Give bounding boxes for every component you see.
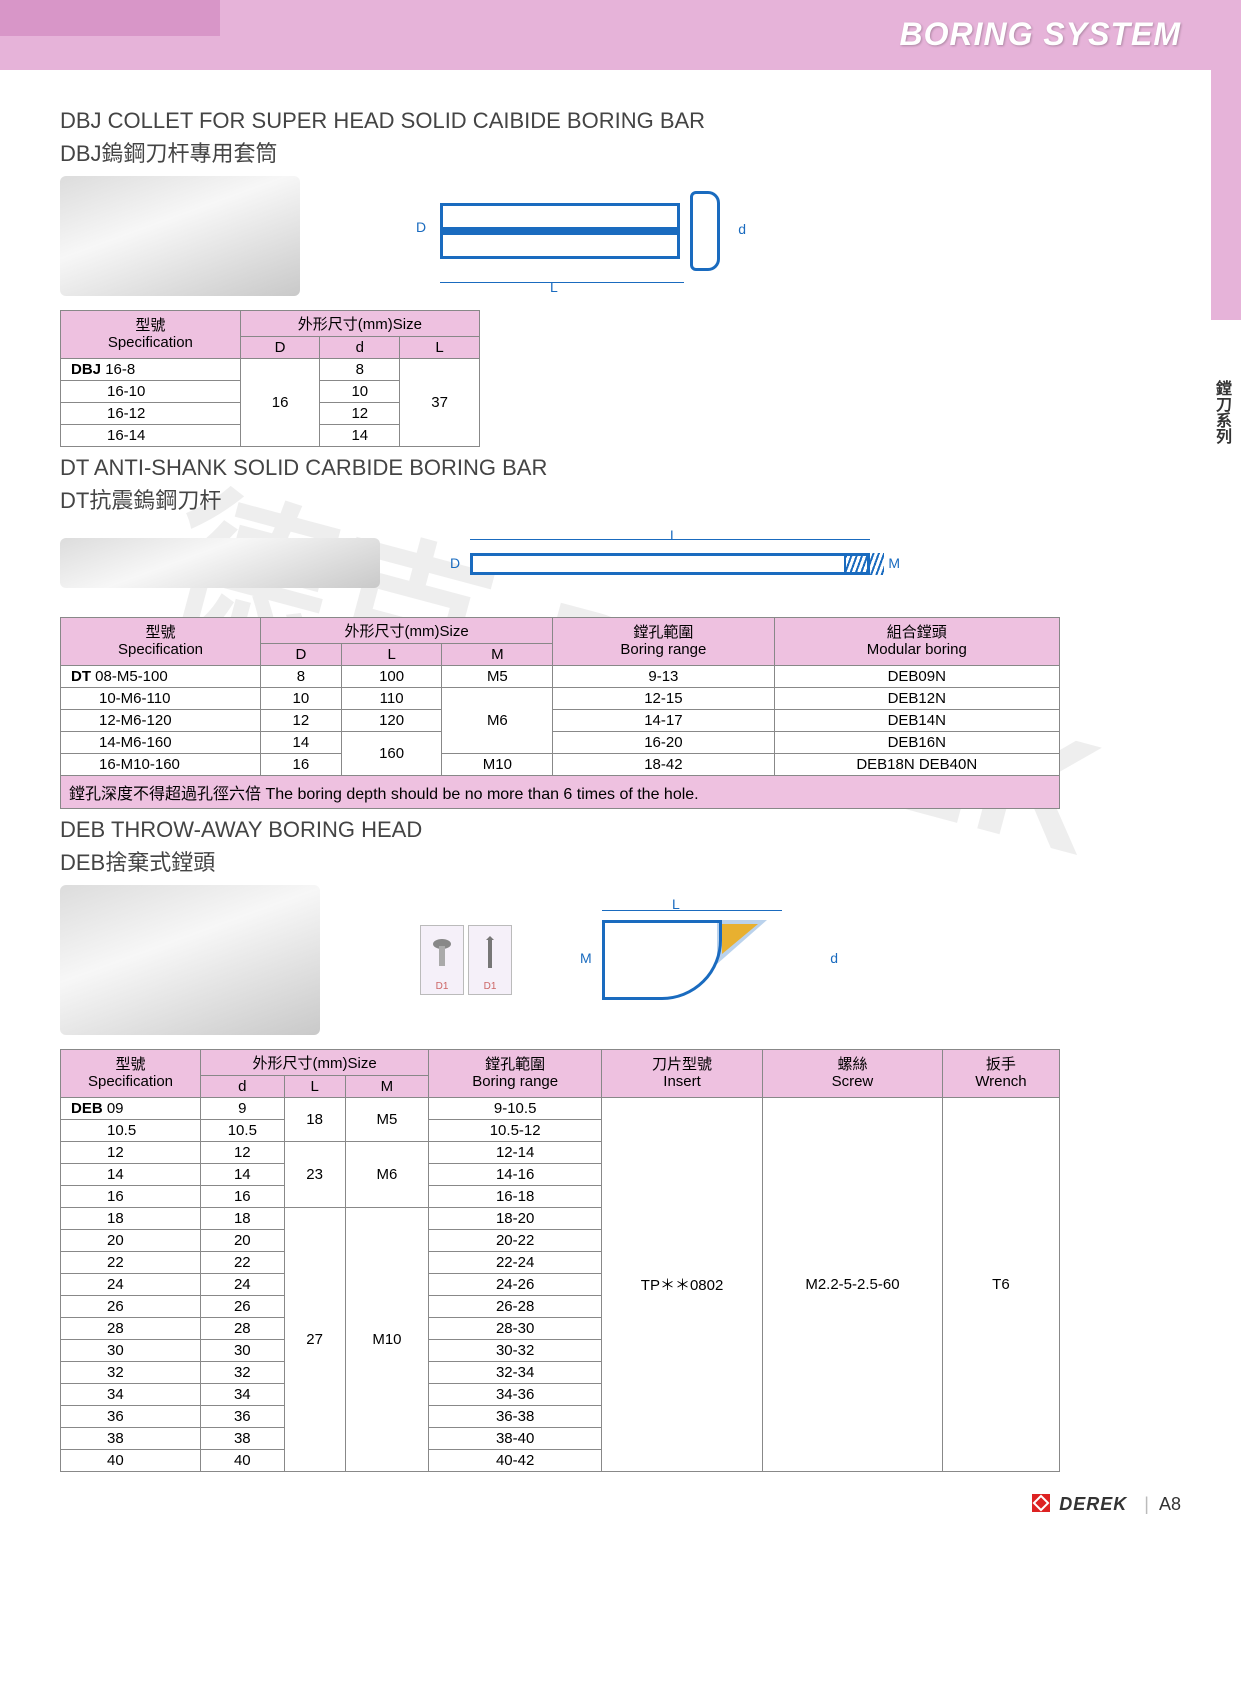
diagram-dim-d: d — [738, 221, 746, 237]
diagram-dim-L: L — [670, 527, 678, 543]
collet-diagram: D d L — [410, 191, 750, 281]
section2-title-cn: DT抗震鎢鋼刀杆 — [60, 483, 1181, 515]
page-content: DBJ COLLET FOR SUPER HEAD SOLID CAIBIDE … — [0, 70, 1241, 1482]
section1-title-cn: DBJ鎢鋼刀杆專用套筒 — [60, 136, 1181, 168]
diagram-dim-M: M — [580, 950, 592, 966]
t1-col-L: L — [400, 337, 480, 359]
t1-header-size: 外形尺寸(mm)Size — [240, 311, 479, 337]
table-row: DBJ 16-8 16 8 37 — [61, 359, 480, 381]
brand-name: DEREK — [1059, 1494, 1127, 1514]
wrench-icon: D1 — [468, 925, 512, 995]
table-row: 14-M6-1601416016-20DEB16N — [61, 732, 1060, 754]
diagram-dim-d: d — [830, 950, 838, 966]
diagram-dim-L: L — [672, 896, 680, 912]
table-row: DT 08-M5-1008100M59-13DEB09N — [61, 666, 1060, 688]
collet-photo — [60, 176, 300, 296]
section2-images: L D M — [60, 523, 1181, 603]
section3-title-cn: DEB捨棄式鏜頭 — [60, 845, 1181, 877]
section1-title-en: DBJ COLLET FOR SUPER HEAD SOLID CAIBIDE … — [60, 108, 1181, 134]
bar-photo — [60, 538, 380, 588]
section3-title-en: DEB THROW-AWAY BORING HEAD — [60, 817, 1181, 843]
page-number: A8 — [1159, 1494, 1181, 1514]
table-row: 16-M10-16016M1018-42DEB18N DEB40N — [61, 754, 1060, 776]
t1-col-D: D — [240, 337, 320, 359]
diagram-dim-D: D — [416, 219, 426, 235]
section3-images: D1 D1 L M d — [60, 885, 1181, 1035]
t1-col-d: d — [320, 337, 400, 359]
header-title: BORING SYSTEM — [900, 16, 1181, 53]
insert-icons: D1 D1 — [420, 925, 512, 995]
section2-table: 型號 Specification 外形尺寸(mm)Size 鏜孔範圍 Borin… — [60, 617, 1060, 776]
table-row: 10-M6-11010110M612-15DEB12N — [61, 688, 1060, 710]
header-accent-block — [0, 0, 220, 36]
page-header: BORING SYSTEM — [0, 0, 1241, 70]
diagram-dim-D: D — [450, 555, 460, 571]
head-photo — [60, 885, 320, 1035]
diagram-dim-L: L — [550, 279, 558, 295]
page-footer: DEREK | A8 — [0, 1482, 1241, 1533]
section1-table: 型號 Specification 外形尺寸(mm)Size D d L DBJ … — [60, 310, 480, 447]
head-diagram: L M d — [572, 890, 852, 1030]
brand-logo-icon — [1032, 1494, 1050, 1512]
section1-images: D d L — [60, 176, 1181, 296]
table-row: DEB 09918M59-10.5TP＊＊0802M2.2-5-2.5-60T6 — [61, 1098, 1060, 1120]
section2-note: 鏜孔深度不得超過孔徑六倍 The boring depth should be … — [60, 776, 1060, 809]
screw-icon: D1 — [420, 925, 464, 995]
bar-diagram: L D M — [440, 523, 940, 603]
table-row: 12-M6-1201212014-17DEB14N — [61, 710, 1060, 732]
t1-header-spec: 型號 Specification — [61, 311, 241, 359]
section3-table: 型號 Specification 外形尺寸(mm)Size 鏜孔範圍 Borin… — [60, 1049, 1060, 1472]
diagram-dim-M: M — [888, 555, 900, 571]
section2-title-en: DT ANTI-SHANK SOLID CARBIDE BORING BAR — [60, 455, 1181, 481]
